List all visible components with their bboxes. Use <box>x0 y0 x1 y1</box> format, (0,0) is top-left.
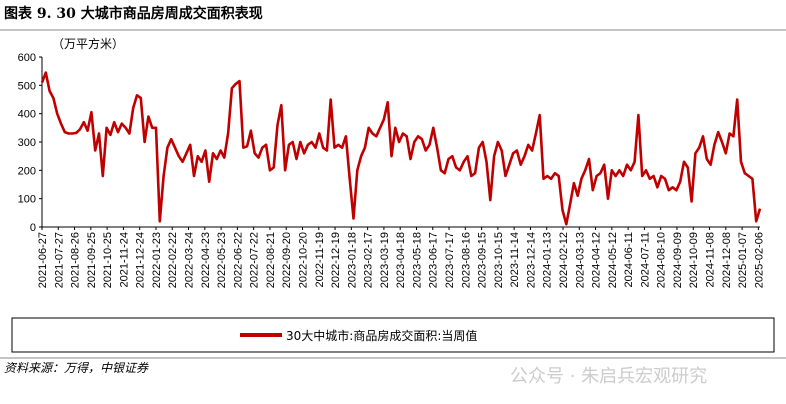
x-tick-label: 2024-06-11 <box>623 232 635 287</box>
x-tick-label: 2025-02-06 <box>753 232 765 288</box>
x-tick-label: 2022-10-20 <box>297 232 309 288</box>
watermark: 公众号 · 朱启兵宏观研究 <box>510 366 707 387</box>
x-tick-label: 2022-06-22 <box>232 232 244 288</box>
chart-title: 图表 9. 30 大城市商品房周成交面积表现 <box>4 5 263 22</box>
x-tick-label: 2021-09-25 <box>86 232 98 288</box>
y-tick-label: 100 <box>18 194 36 206</box>
x-tick-label: 2021-07-27 <box>53 232 65 288</box>
x-tick-label: 2023-03-19 <box>379 232 391 288</box>
x-tick-label: 2022-07-22 <box>249 232 261 288</box>
x-tick-label: 2024-11-08 <box>705 232 717 287</box>
x-tick-label: 2022-09-20 <box>281 232 293 288</box>
x-tick-label: 2021-08-26 <box>70 232 82 288</box>
y-tick-label: 300 <box>18 137 36 149</box>
line-series <box>40 71 762 226</box>
x-tick-label: 2021-11-24 <box>118 232 130 287</box>
y-tick-label: 0 <box>30 222 36 234</box>
x-tick-label: 2024-12-08 <box>721 232 733 288</box>
x-tick-label: 2024-01-13 <box>542 232 554 288</box>
legend-label: 30大中城市:商品房成交面积:当周值 <box>286 328 477 343</box>
x-tick-label: 2024-04-12 <box>591 232 603 288</box>
x-tick-label: 2022-03-24 <box>184 232 196 288</box>
x-tick-label: 2022-12-19 <box>330 232 342 288</box>
x-tick-label: 2023-01-18 <box>346 232 358 288</box>
x-tick-label: 2024-07-11 <box>639 232 651 287</box>
y-tick-label: 600 <box>18 52 36 64</box>
x-tick-label: 2023-02-17 <box>363 232 375 288</box>
x-tick-label: 2024-08-10 <box>656 232 668 288</box>
y-tick-label: 400 <box>18 109 36 121</box>
x-tick-label: 2025-01-07 <box>737 232 749 288</box>
x-tick-label: 2023-04-18 <box>395 232 407 288</box>
x-tick-label: 2024-03-13 <box>574 232 586 288</box>
x-tick-label: 2022-02-22 <box>167 232 179 288</box>
x-tick-label: 2023-12-14 <box>525 232 537 288</box>
x-tick-label: 2022-08-21 <box>265 232 277 288</box>
x-tick-label: 2022-04-23 <box>200 232 212 288</box>
y-axis-label: （万平方米） <box>52 36 124 51</box>
x-tick-label: 2023-11-14 <box>509 232 521 287</box>
source: 资料来源：万得，中银证券 <box>4 361 149 375</box>
x-tick-label: 2023-09-15 <box>477 232 489 288</box>
x-tick-label: 2021-06-27 <box>37 232 49 288</box>
legend-box <box>11 317 775 353</box>
x-tick-label: 2024-02-12 <box>558 232 570 288</box>
x-tick-label: 2024-10-09 <box>688 232 700 288</box>
x-tick-label: 2023-05-18 <box>411 232 423 288</box>
y-tick-label: 500 <box>18 80 36 92</box>
x-tick-label: 2021-12-24 <box>135 232 147 288</box>
x-tick-label: 2024-05-12 <box>607 232 619 288</box>
x-tick-label: 2022-11-19 <box>314 232 326 287</box>
x-tick-label: 2023-07-17 <box>444 232 456 288</box>
x-tick-label: 2022-01-23 <box>151 232 163 288</box>
x-tick-label: 2021-10-25 <box>102 232 114 288</box>
x-tick-label: 2022-05-23 <box>216 232 228 288</box>
x-tick-label: 2024-09-09 <box>672 232 684 288</box>
y-tick-label: 200 <box>18 165 36 177</box>
x-tick-label: 2023-10-15 <box>493 232 505 288</box>
x-tick-label: 2023-06-17 <box>428 232 440 288</box>
x-tick-label: 2023-08-16 <box>460 232 472 288</box>
